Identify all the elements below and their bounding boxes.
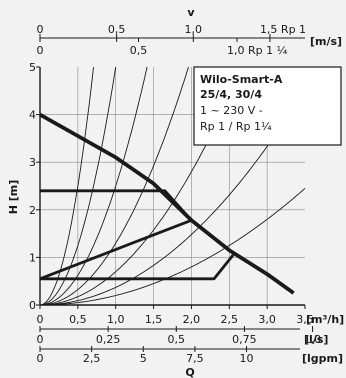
pump-curve-2: [40, 189, 193, 222]
flow-ls-tick-label: 0,75: [232, 333, 257, 346]
top-axis-unit: [m/s]: [310, 35, 342, 48]
x-tick-label: 1,0: [107, 313, 125, 326]
velocity-rp1-tick-label: 0: [37, 23, 44, 36]
flow-ls-tick-label: 0: [37, 333, 44, 346]
x-tick-label: 0: [37, 313, 44, 326]
flow-ls-tick-label: 0,25: [96, 333, 121, 346]
system-curve: [39, 66, 94, 306]
velocity-rp114-tick-label: 0: [37, 44, 44, 57]
legend-title-line-2: 25/4, 30/4: [200, 88, 262, 101]
legend-box: [193, 66, 342, 146]
legend-line-2: Rp 1 / Rp 1¼: [200, 120, 272, 133]
velocity-rp1-tick-label: 1,0: [185, 23, 203, 36]
legend-line-1: 1 ~ 230 V -: [200, 104, 263, 117]
x-tick-label: 0,5: [69, 313, 87, 326]
y-tick-label: 4: [29, 109, 36, 122]
x-axis-label: Q: [185, 366, 194, 378]
y-tick-label: 5: [29, 61, 36, 74]
y-tick-label: 2: [29, 204, 36, 217]
axis-labels: v [m/s] H [m] [m³/h] [l/s] [lgpm] Q: [7, 6, 344, 378]
velocity-rp1-tick-label: 0,5: [108, 23, 126, 36]
system-curve: [40, 188, 306, 306]
x-tick-label: 3,0: [258, 313, 276, 326]
pump-curve-4: [40, 254, 235, 281]
x-tick-label: 2,5: [221, 313, 239, 326]
flow-lgpm-tick-label: 7,5: [186, 352, 204, 365]
velocity-rp114-tick-label: 1,0 Rp 1 ¼: [227, 44, 288, 57]
pump-curve-1: [39, 112, 295, 295]
system-curve: [40, 66, 148, 306]
x-axis-unit: [m³/h]: [306, 313, 344, 326]
legend-title-line-1: Wilo-Smart-A: [200, 73, 283, 86]
pump-curve-3: [39, 218, 192, 281]
y-axis-label: H [m]: [7, 180, 20, 215]
flow-ls-tick-label: 1,0: [304, 333, 322, 346]
flow-lgpm-tick-label: 2,5: [83, 352, 101, 365]
velocity-rp114-tick-label: 0,5: [130, 44, 148, 57]
top-axis-label: v: [187, 6, 195, 19]
x-tick-label: 2,0: [183, 313, 201, 326]
x-tick-label: 3,5: [296, 313, 314, 326]
system-curve: [39, 66, 117, 306]
pump-curves: [39, 112, 295, 295]
x-tick-label: 1,5: [145, 313, 163, 326]
velocity-rp1-tick-label: 1,5 Rp 1: [260, 23, 306, 36]
y-tick-label: 0: [29, 299, 36, 312]
flow-ls-tick-label: 0,5: [168, 333, 186, 346]
flow-lgpm-tick-label: 10: [240, 352, 254, 365]
y-tick-label: 3: [29, 156, 36, 169]
flow-ls-unit: [l/s]: [304, 333, 328, 346]
flow-lgpm-unit: [lgpm]: [302, 352, 343, 365]
system-curve: [40, 89, 306, 306]
flow-lgpm-tick-label: 0: [37, 352, 44, 365]
flow-lgpm-tick-label: 5: [140, 352, 147, 365]
y-tick-label: 1: [29, 251, 36, 264]
system-curve: [40, 66, 189, 306]
